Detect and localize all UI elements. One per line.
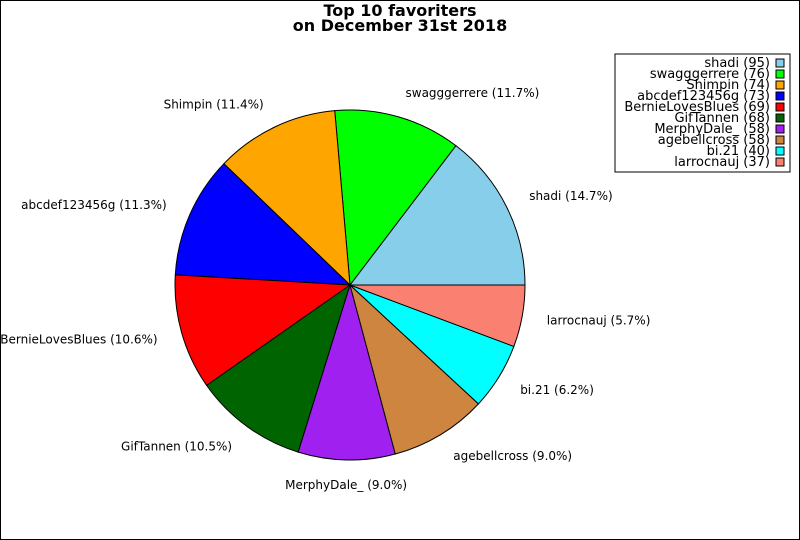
legend-swatch [775,80,785,90]
pie-slice-giftannen [205,283,351,453]
pie-slice-shadi [348,144,526,286]
legend-entry: MerphyDale_ (58) [654,122,770,137]
legend-entry: shadi (95) [704,56,770,71]
pie-slice-shimpin [223,110,351,287]
slice-label: agebellcross (9.0%) [453,449,572,463]
slice-label: larrocnauj (5.7%) [547,314,651,328]
legend-box [614,53,791,173]
chart-subtitle: on December 31st 2018 [293,16,507,35]
pie-slice-merphydale- [297,283,396,461]
pie-slice-bernielovesblues [174,274,352,387]
pie-slice-swagggerrere [334,109,457,287]
slice-label: swagggerrere (11.7%) [406,86,540,100]
slice-labels: shadi (14.7%) swagggerrere (11.7%) Shimpin… [0,86,650,492]
legend-swatch [775,102,785,112]
legend-entry: abcdef123456g (73) [637,89,770,104]
legend: shadi (95)swagggerrere (76)Shimpin (74)a… [614,53,791,173]
slice-label: bi.21 (6.2%) [520,383,594,397]
slice-label: shadi (14.7%) [529,189,612,203]
slice-label: GifTannen (10.5%) [121,440,232,454]
legend-entry: Shimpin (74) [686,78,770,93]
chart-title: Top 10 favoriters [323,1,476,20]
legend-swatch [775,146,785,156]
legend-entry: GifTannen (68) [674,111,770,126]
legend-swatch [775,69,785,79]
legend-swatch [775,91,785,101]
legend-swatch [775,124,785,134]
legend-swatch [775,113,785,123]
pie-slice-agebellcross [349,283,480,455]
slice-label: MerphyDale_ (9.0%) [285,478,407,492]
legend-swatch [775,58,785,68]
legend-entry: bi.21 (40) [707,144,770,159]
legend-entry: larrocnauj (37) [674,155,770,170]
slice-label: abcdef123456g (11.3%) [21,198,167,212]
legend-entry: agebellcross (58) [658,133,770,148]
legend-entry: swagggerrere (76) [650,67,770,82]
legend-swatch [775,157,785,167]
pie-slices [174,109,526,461]
slice-label: Shimpin (11.4%) [164,98,264,112]
pie-slice-larrocnauj [349,284,526,348]
pie-slice-abcdef123456g [174,162,352,286]
slice-label: BernieLovesBlues (10.6%) [0,333,157,347]
legend-swatch [775,135,785,145]
legend-entry: BernieLovesBlues (69) [624,100,770,115]
